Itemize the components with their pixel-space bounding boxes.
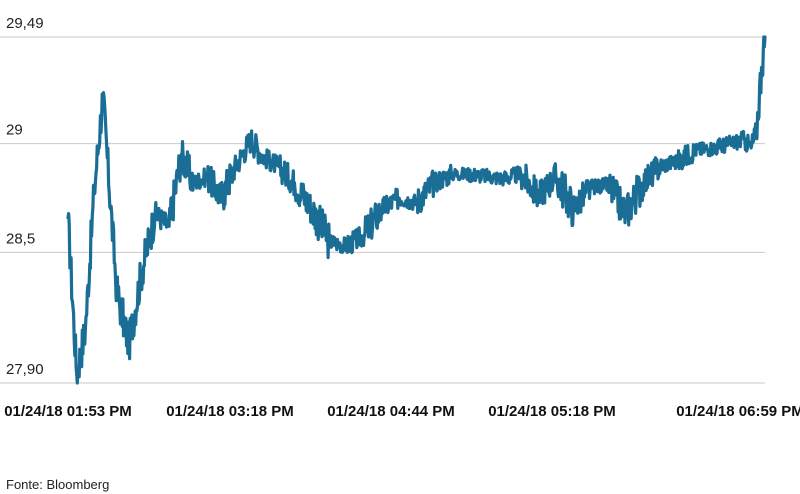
data-point	[624, 212, 627, 215]
data-point	[262, 155, 265, 158]
data-point	[694, 149, 697, 152]
data-point	[206, 175, 209, 178]
data-point	[220, 196, 223, 200]
data-point	[249, 138, 253, 141]
data-point	[537, 194, 540, 198]
data-point	[101, 94, 105, 98]
x-tick-label: 01/24/18 03:18 PM	[166, 403, 294, 420]
y-axis-ticks: 29,49 29 28,5 27,90	[6, 15, 44, 378]
x-tick-label: 01/24/18 05:18 PM	[488, 403, 616, 420]
data-point	[676, 159, 680, 163]
data-point	[153, 212, 157, 215]
data-point	[450, 172, 453, 176]
series-line	[66, 35, 767, 385]
data-point	[232, 168, 235, 171]
data-point	[127, 342, 131, 345]
data-point	[589, 186, 592, 189]
data-point	[345, 244, 348, 248]
data-point	[763, 35, 767, 39]
data-point	[140, 273, 143, 276]
data-point	[641, 181, 645, 184]
data-point	[554, 175, 558, 178]
data-point	[167, 225, 171, 228]
y-tick-label: 29,49	[6, 15, 44, 32]
data-point	[241, 153, 244, 156]
data-point	[180, 153, 183, 156]
data-point	[572, 207, 575, 211]
x-axis-ticks: 01/24/18 01:53 PM 01/24/18 03:18 PM 01/24/…	[4, 403, 800, 420]
data-point	[659, 164, 662, 167]
data-point	[432, 181, 436, 184]
data-point	[328, 240, 331, 243]
data-point	[293, 181, 296, 184]
data-point	[760, 66, 763, 69]
x-tick-label: 01/24/18 04:44 PM	[327, 403, 455, 420]
data-point	[415, 201, 418, 204]
data-point	[66, 216, 70, 219]
data-point	[115, 290, 119, 293]
grid-lines	[0, 36, 765, 384]
data-point	[92, 190, 96, 193]
data-point	[502, 177, 505, 180]
x-tick-label: 01/24/18 01:53 PM	[4, 403, 132, 420]
data-point	[75, 373, 78, 376]
data-point	[607, 183, 610, 187]
data-point	[310, 207, 314, 211]
data-point	[755, 131, 758, 134]
data-point	[467, 172, 470, 176]
data-point	[742, 138, 746, 141]
data-point	[275, 164, 279, 167]
data-point	[749, 146, 753, 150]
data-point	[519, 172, 523, 176]
data-point	[728, 142, 732, 145]
data-point	[192, 181, 195, 184]
y-tick-label: 27,90	[6, 361, 44, 378]
x-tick-label: 01/24/18 06:59 PM	[676, 403, 800, 420]
data-point	[380, 207, 383, 211]
source-note: Fonte: Bloomberg	[6, 477, 110, 492]
data-point	[397, 196, 401, 200]
y-tick-label: 29	[6, 122, 23, 139]
y-tick-label: 28,5	[6, 230, 35, 247]
data-point	[84, 327, 87, 330]
data-point	[485, 175, 488, 178]
data-point	[363, 233, 366, 237]
series-layer	[66, 35, 767, 385]
data-point	[711, 146, 714, 150]
